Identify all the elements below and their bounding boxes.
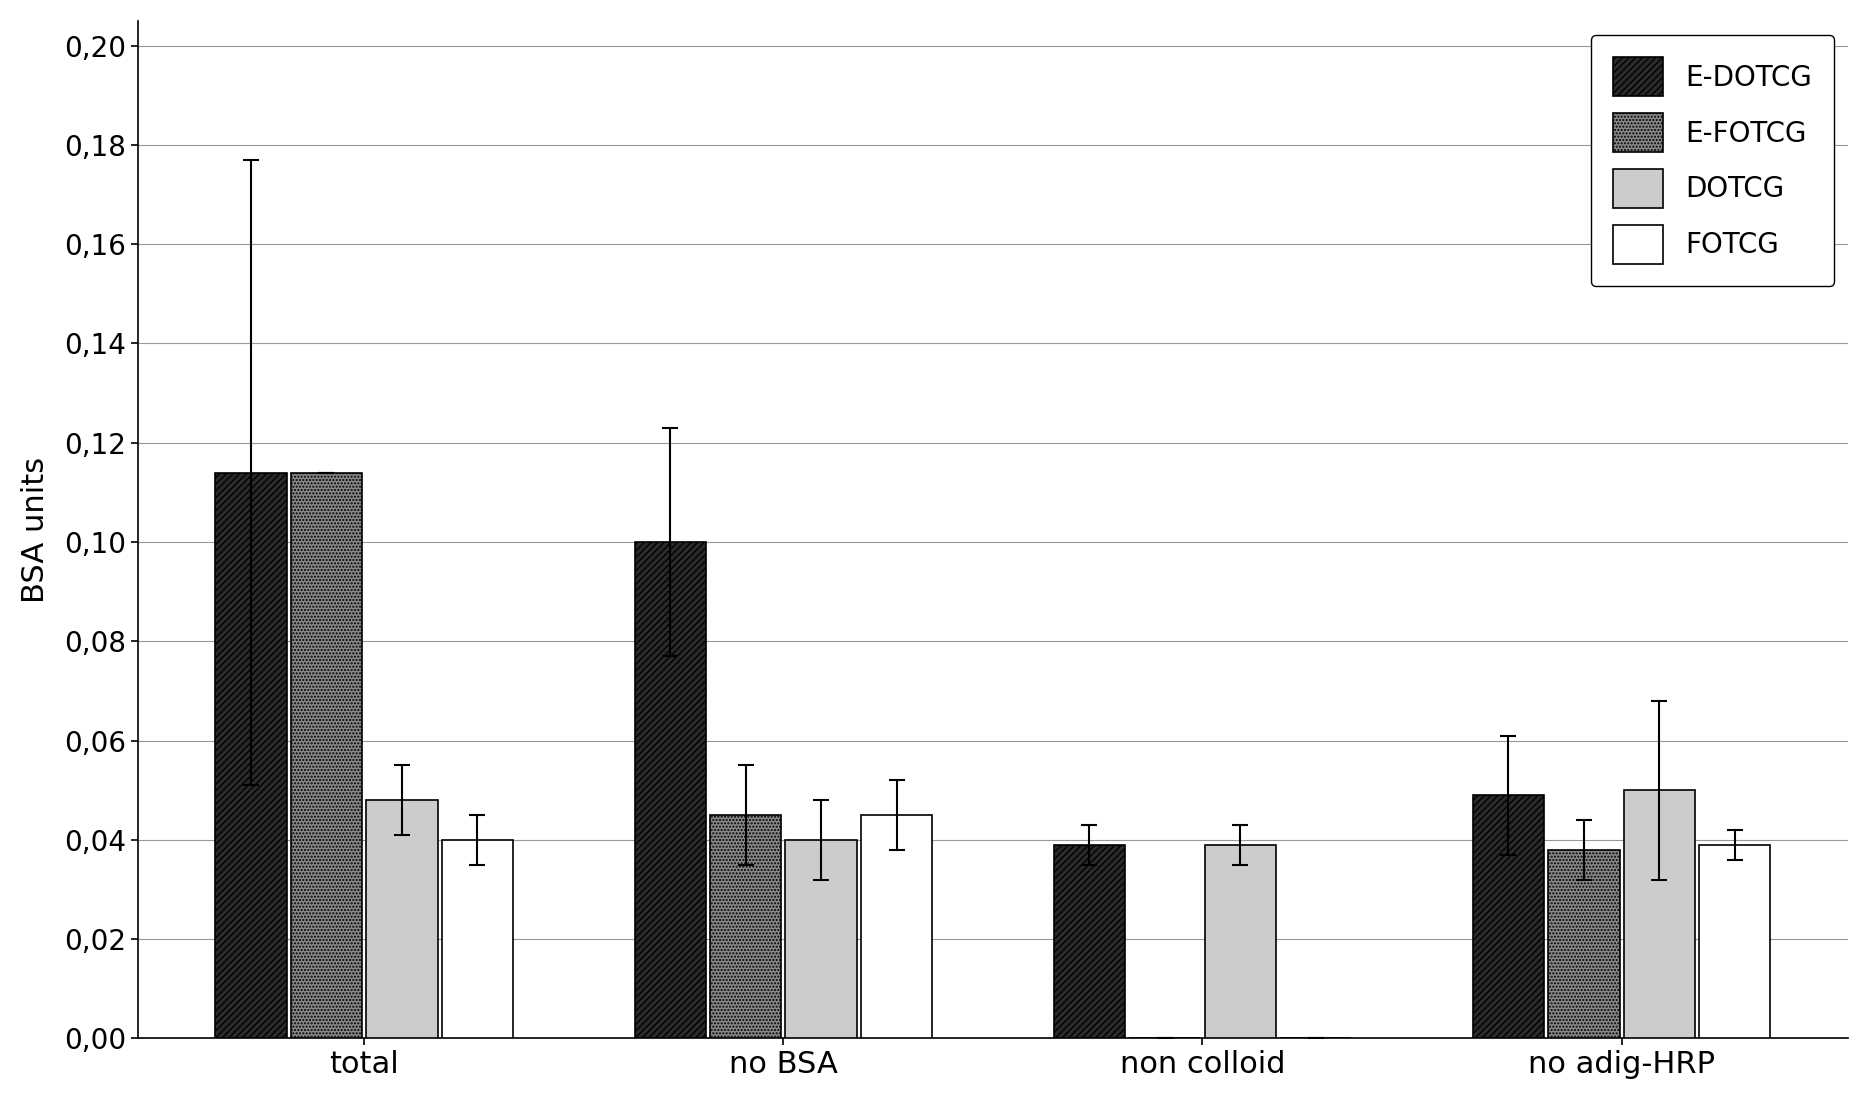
Bar [1054, 845, 1125, 1038]
Bar [710, 815, 781, 1038]
Bar [785, 839, 856, 1038]
Bar [1206, 845, 1277, 1038]
Bar [862, 815, 933, 1038]
Y-axis label: BSA units: BSA units [21, 456, 50, 603]
Bar [215, 473, 286, 1038]
Bar [366, 800, 437, 1038]
Bar [1699, 845, 1770, 1038]
Bar [441, 839, 512, 1038]
Legend: E-DOTCG, E-FOTCG, DOTCG, FOTCG: E-DOTCG, E-FOTCG, DOTCG, FOTCG [1591, 35, 1833, 286]
Bar [1473, 795, 1544, 1038]
Bar [1624, 790, 1695, 1038]
Bar [635, 542, 706, 1038]
Bar [292, 473, 363, 1038]
Bar [1548, 849, 1620, 1038]
